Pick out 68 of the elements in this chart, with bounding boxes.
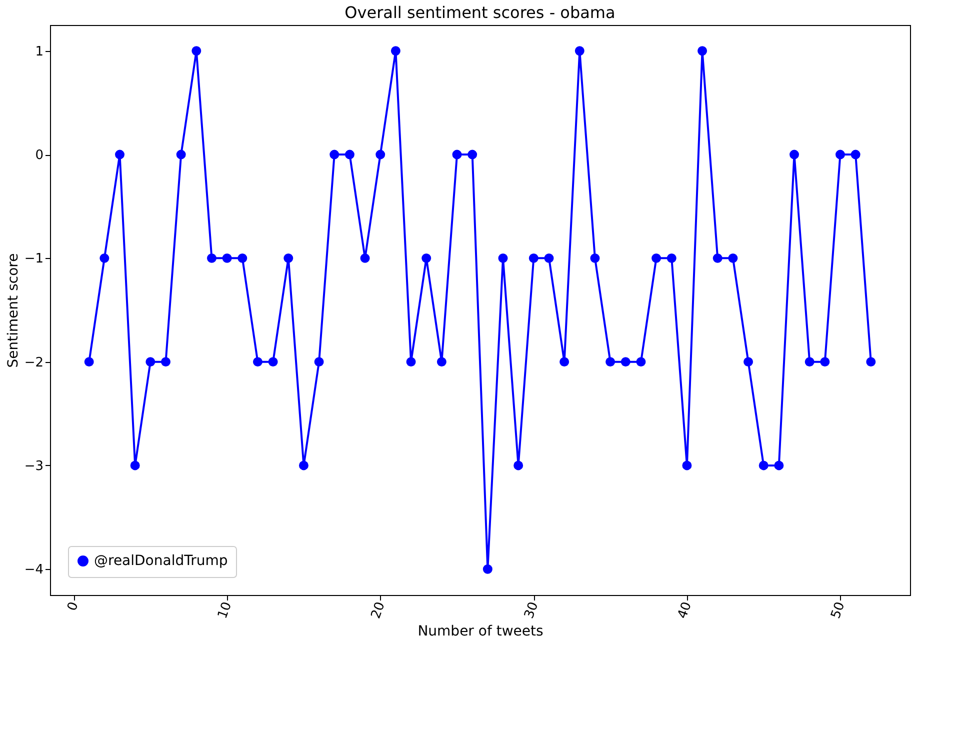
point [176, 150, 186, 160]
point [804, 357, 814, 367]
point [298, 460, 308, 470]
x-tick-label: 0 [64, 600, 82, 614]
point [636, 357, 646, 367]
point [666, 253, 676, 263]
point [820, 357, 830, 367]
point [452, 150, 462, 160]
point [574, 46, 584, 56]
point [206, 253, 216, 263]
point [390, 46, 400, 56]
point [406, 357, 416, 367]
point [330, 150, 340, 160]
point [422, 253, 432, 263]
x-tick-label: 30 [522, 600, 542, 621]
point [268, 357, 278, 367]
point [850, 150, 860, 160]
point [590, 253, 600, 263]
x-tick-label: 20 [368, 600, 388, 621]
point [360, 253, 370, 263]
legend-label: @realDonaldTrump [94, 553, 228, 569]
point [514, 460, 524, 470]
point [222, 253, 232, 263]
x-tick-label: 50 [828, 600, 848, 621]
point [482, 564, 492, 574]
point [84, 357, 94, 367]
y-tick-label: −4 [24, 562, 44, 578]
point [252, 357, 262, 367]
point [744, 357, 754, 367]
y-tick-label: 1 [35, 44, 44, 60]
point [544, 253, 554, 263]
point [115, 150, 124, 160]
point [344, 150, 354, 160]
y-tick-label: 0 [35, 148, 44, 164]
point [192, 46, 202, 56]
point [528, 253, 538, 263]
point [682, 460, 692, 470]
point [758, 460, 768, 470]
y-tick-label: −3 [24, 458, 44, 474]
point [100, 253, 110, 263]
point [836, 150, 845, 160]
y-tick-label: −1 [24, 252, 44, 267]
point [238, 253, 248, 263]
point [790, 150, 800, 160]
point [620, 357, 630, 367]
x-axis-title: Number of tweets [418, 623, 544, 640]
point [652, 253, 662, 263]
point [712, 253, 722, 263]
point [376, 150, 386, 160]
point [560, 357, 570, 367]
point [284, 253, 294, 263]
y-axis-title: Sentiment score [5, 253, 22, 368]
point [160, 357, 170, 367]
point [498, 253, 508, 263]
x-tick-label: 40 [675, 600, 695, 621]
point [146, 357, 156, 367]
point [866, 357, 876, 367]
point [728, 253, 738, 263]
point [774, 460, 784, 470]
point [698, 46, 708, 56]
chart-title: Overall sentiment scores - obama [344, 3, 616, 22]
point [314, 357, 324, 367]
x-tick-label: 10 [215, 600, 236, 621]
point [468, 150, 478, 160]
point [606, 357, 616, 367]
point [436, 357, 446, 367]
y-tick-label: −2 [24, 355, 44, 370]
point [130, 460, 140, 470]
